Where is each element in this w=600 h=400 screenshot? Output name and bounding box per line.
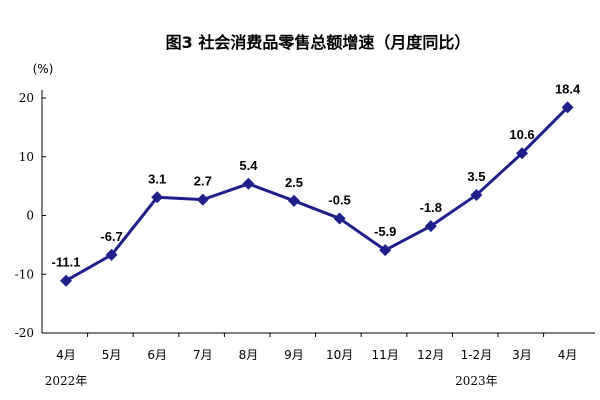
data-point-marker: [424, 220, 437, 233]
y-tick-label: 10: [19, 150, 34, 164]
x-tick-label: 12月: [417, 348, 444, 362]
data-label: -6.7: [100, 229, 122, 244]
x-tick-label: 3月: [512, 348, 532, 362]
series-line-path: [65, 106, 569, 283]
y-tick-label: 20: [19, 91, 34, 105]
data-point-marker: [288, 194, 300, 207]
x-tick-label: 4月: [558, 348, 578, 362]
data-point-marker: [196, 193, 209, 206]
data-point-marker: [516, 147, 528, 160]
x-tick-label: 4月: [56, 348, 76, 362]
axes: [41, 90, 595, 334]
x-tick-label: 8月: [239, 348, 259, 362]
data-label: -11.1: [52, 255, 81, 270]
data-points: [60, 101, 574, 287]
x-tick-label: 7月: [193, 348, 213, 362]
series-line: [65, 106, 569, 283]
data-label: 5.4: [239, 158, 258, 173]
x-tick-label: 6月: [147, 348, 167, 362]
data-point-marker: [242, 177, 255, 190]
data-label: 10.6: [509, 127, 534, 142]
x-tick-label: 1-2月: [461, 348, 493, 362]
data-label: -0.5: [328, 192, 350, 207]
y-tick-label: 0: [26, 209, 34, 223]
data-point-marker: [151, 191, 164, 204]
data-point-marker: [333, 212, 346, 225]
y-tick-label: -20: [15, 326, 34, 340]
data-labels: -11.1 -6.7 3.1 2.7 5.4 2.5 -0.5 -5.9 -1.8 3.5 10.6…: [52, 81, 581, 269]
x-tick-label: 10月: [326, 348, 353, 362]
data-label: 2.5: [285, 175, 303, 190]
data-label: -5.9: [374, 224, 396, 239]
x-tick-label: 9月: [284, 348, 304, 362]
data-point-marker: [470, 188, 483, 201]
data-point-marker: [561, 101, 574, 114]
data-label: 3.1: [148, 171, 166, 186]
data-point-marker: [60, 274, 72, 287]
year-label: 2023年: [455, 374, 498, 388]
x-axis-ticks: 4月 5月 6月 7月 8月 9月 10月 11月 12月 1-2月 3月 4月 2022年 2023年: [45, 333, 578, 388]
chart-title: 图3 社会消费品零售总额增速（月度同比）: [166, 33, 471, 52]
x-tick-label: 11月: [372, 348, 399, 362]
data-label: 18.4: [555, 81, 581, 96]
y-axis-unit: (%): [33, 62, 54, 76]
year-label: 2022年: [45, 374, 88, 388]
data-point-marker: [105, 248, 118, 261]
data-point-marker: [379, 244, 392, 257]
data-label: -1.8: [420, 200, 442, 215]
data-label: 3.5: [467, 169, 485, 184]
x-tick-label: 5月: [102, 348, 122, 362]
y-axis-ticks: 20 10 0 -10 -20: [15, 91, 46, 340]
y-tick-label: -10: [15, 267, 34, 281]
data-label: 2.7: [194, 174, 212, 189]
